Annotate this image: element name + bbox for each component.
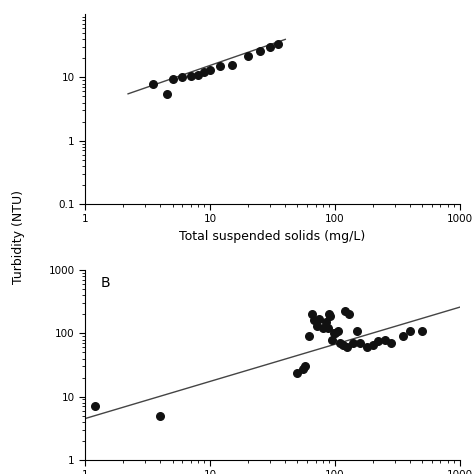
Point [387, 339, 394, 347]
Point [157, 412, 164, 419]
Point [169, 75, 176, 82]
Point [163, 90, 171, 98]
Point [328, 336, 336, 343]
Point [356, 339, 364, 347]
Point [266, 44, 273, 51]
Point [419, 327, 426, 335]
Point [206, 66, 214, 74]
Point [149, 80, 157, 87]
Point [293, 369, 301, 376]
Point [256, 47, 264, 55]
Point [353, 327, 361, 335]
Point [305, 332, 313, 340]
Point [326, 310, 333, 318]
Point [327, 312, 334, 319]
Point [308, 310, 315, 318]
Point [299, 365, 306, 373]
Point [334, 327, 341, 335]
Point [274, 40, 282, 47]
Point [381, 336, 388, 343]
Point [319, 325, 327, 332]
Point [349, 339, 357, 347]
Point [313, 322, 321, 330]
Point [301, 363, 309, 370]
Point [194, 71, 202, 79]
Point [228, 61, 236, 68]
Point [337, 339, 344, 347]
Point [322, 319, 330, 326]
Point [341, 307, 349, 314]
Point [91, 402, 99, 410]
Point [216, 63, 224, 70]
Point [343, 344, 351, 351]
Point [310, 317, 318, 324]
Point [331, 329, 339, 337]
Point [244, 52, 252, 60]
Point [316, 315, 323, 323]
Point [406, 327, 414, 335]
Point [201, 69, 208, 76]
X-axis label: Total suspended solids (mg/L): Total suspended solids (mg/L) [180, 230, 365, 243]
Point [346, 310, 353, 318]
Point [399, 332, 407, 340]
Point [179, 73, 186, 81]
Point [339, 341, 346, 349]
Point [324, 325, 332, 332]
Point [363, 344, 371, 351]
Point [330, 329, 337, 337]
Point [374, 337, 382, 345]
Text: Turbidity (NTU): Turbidity (NTU) [12, 190, 26, 284]
Point [369, 341, 376, 349]
Point [187, 73, 195, 80]
Text: B: B [100, 276, 110, 290]
